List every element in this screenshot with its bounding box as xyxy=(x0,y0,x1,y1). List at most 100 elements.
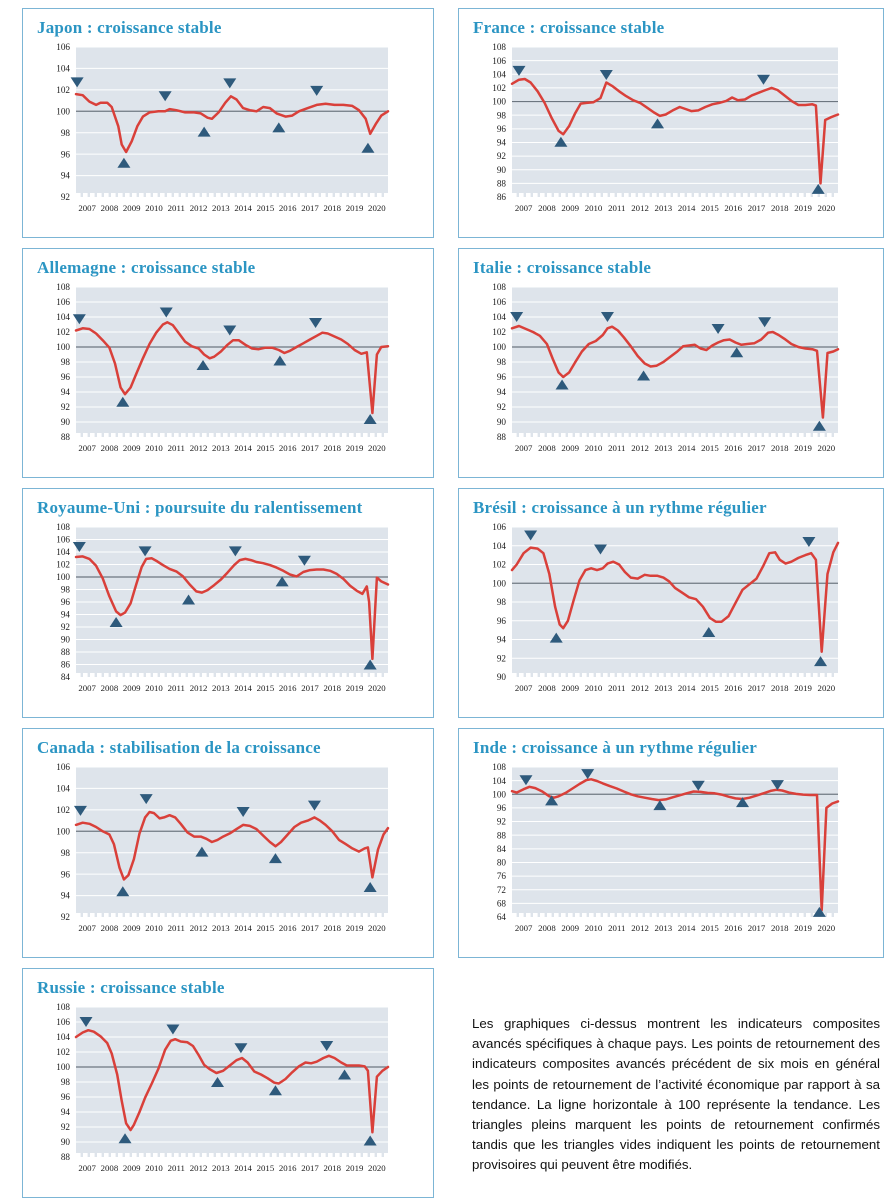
turning-point-down-triangle xyxy=(802,537,816,547)
y-tick-label: 104 xyxy=(56,547,70,557)
turning-point-down-triangle xyxy=(510,312,524,322)
x-tick-label: 2019 xyxy=(346,203,364,213)
x-tick-label: 2018 xyxy=(323,203,341,213)
chart-panel-canada: Canada : stabilisation de la croissance … xyxy=(22,728,434,958)
y-tick-label: 108 xyxy=(492,42,506,52)
x-tick-label: 2015 xyxy=(701,443,719,453)
x-tick-label: 2020 xyxy=(368,443,386,453)
y-tick-label: 90 xyxy=(497,672,507,682)
y-tick-label: 86 xyxy=(61,660,71,670)
x-tick-label: 2007 xyxy=(78,1163,96,1173)
cli-plot: 92 94 96 98 100 102 104 106 2007 2008 2009 2010 2011… xyxy=(56,42,390,213)
x-tick-label: 2014 xyxy=(234,443,252,453)
y-tick-label: 102 xyxy=(492,560,506,570)
y-tick-label: 106 xyxy=(56,535,70,545)
y-tick-label: 98 xyxy=(61,128,71,138)
y-tick-label: 98 xyxy=(61,585,71,595)
x-tick-label: 2017 xyxy=(301,443,319,453)
turning-point-up-triangle xyxy=(812,906,826,917)
x-tick-label: 2009 xyxy=(561,203,579,213)
y-tick-label: 94 xyxy=(61,610,71,620)
x-tick-label: 2007 xyxy=(515,683,533,693)
y-tick-label: 94 xyxy=(61,891,71,901)
y-tick-label: 96 xyxy=(61,1092,71,1102)
turning-point-up-triangle xyxy=(197,126,211,137)
y-tick-label: 100 xyxy=(56,1062,70,1072)
x-tick-label: 2018 xyxy=(771,923,789,933)
x-tick-label: 2015 xyxy=(257,443,275,453)
x-tick-label: 2008 xyxy=(538,443,556,453)
x-tick-label: 2012 xyxy=(631,203,649,213)
y-tick-label: 92 xyxy=(61,402,71,412)
cli-chart-france: 86 88 90 92 94 96 98 100 102 104 106 108 2007 2008 200… xyxy=(460,40,882,226)
y-tick-label: 88 xyxy=(61,432,71,442)
y-tick-label: 102 xyxy=(56,1047,70,1057)
x-tick-label: 2013 xyxy=(655,923,673,933)
x-tick-label: 2010 xyxy=(145,203,163,213)
x-tick-label: 2016 xyxy=(279,923,297,933)
y-tick-label: 100 xyxy=(492,342,506,352)
y-tick-label: 84 xyxy=(61,672,71,682)
x-tick-label: 2010 xyxy=(145,1163,163,1173)
x-tick-label: 2013 xyxy=(212,443,230,453)
x-tick-label: 2020 xyxy=(818,203,836,213)
x-tick-label: 2017 xyxy=(748,683,766,693)
x-tick-label: 2011 xyxy=(608,203,625,213)
y-tick-label: 88 xyxy=(497,178,507,188)
x-tick-label: 2008 xyxy=(538,203,556,213)
y-tick-label: 88 xyxy=(61,647,71,657)
x-tick-label: 2011 xyxy=(168,1163,185,1173)
turning-point-up-triangle xyxy=(363,414,377,424)
turning-point-down-triangle xyxy=(770,780,784,791)
x-tick-label: 2016 xyxy=(279,683,297,693)
x-tick-label: 2019 xyxy=(794,683,812,693)
x-tick-label: 2020 xyxy=(368,203,386,213)
x-tick-label: 2019 xyxy=(346,923,364,933)
turning-point-down-triangle xyxy=(297,555,311,566)
cli-line xyxy=(510,324,840,419)
x-tick-label: 2014 xyxy=(234,683,252,693)
y-tick-label: 88 xyxy=(497,830,507,840)
x-tick-label: 2009 xyxy=(123,203,141,213)
chart-title: Brésil : croissance à un rythme régulier xyxy=(473,498,767,517)
y-tick-label: 88 xyxy=(61,1152,71,1162)
x-tick-label: 2014 xyxy=(234,1163,252,1173)
x-tick-label: 2017 xyxy=(748,443,766,453)
x-tick-label: 2012 xyxy=(190,1163,208,1173)
turning-point-down-triangle xyxy=(599,69,613,80)
turning-point-up-triangle xyxy=(549,632,563,643)
y-tick-label: 98 xyxy=(61,1077,71,1087)
x-tick-label: 2010 xyxy=(585,443,603,453)
y-tick-label: 72 xyxy=(497,885,507,895)
y-tick-label: 98 xyxy=(61,848,71,858)
y-tick-label: 94 xyxy=(497,138,507,148)
cli-line xyxy=(510,541,840,653)
y-tick-label: 104 xyxy=(492,312,506,322)
y-tick-label: 104 xyxy=(56,64,70,74)
cli-plot: 92 94 96 98 100 102 104 106 2007 2008 2009 2010 2011… xyxy=(56,762,390,933)
x-tick-label: 2017 xyxy=(748,203,766,213)
x-tick-label: 2009 xyxy=(561,683,579,693)
x-tick-label: 2007 xyxy=(515,443,533,453)
chart-panel-royaume-uni: Royaume-Uni : poursuite du ralentissemen… xyxy=(22,488,434,718)
y-tick-label: 102 xyxy=(56,327,70,337)
x-tick-label: 2013 xyxy=(655,203,673,213)
x-tick-label: 2016 xyxy=(724,923,742,933)
cli-plot: 88 90 92 94 96 98 100 102 104 106 108 2007 2008 2009 2… xyxy=(56,282,390,453)
y-tick-label: 102 xyxy=(56,805,70,815)
y-tick-label: 86 xyxy=(497,192,507,202)
y-tick-label: 96 xyxy=(61,597,71,607)
x-tick-label: 2015 xyxy=(257,683,275,693)
x-tick-label: 2019 xyxy=(794,443,812,453)
y-tick-label: 92 xyxy=(497,151,507,161)
chart-title: France : croissance stable xyxy=(473,18,665,37)
turning-point-down-triangle xyxy=(166,1024,180,1035)
figure-note: Les graphiques ci-dessus montrent les in… xyxy=(472,1016,880,1173)
y-tick-label: 90 xyxy=(61,1137,71,1147)
turning-point-up-triangle xyxy=(637,370,651,381)
cli-chart-bresil: 90 92 94 96 98 100 102 104 106 2007 2008 2009 2010 20… xyxy=(460,520,882,706)
y-tick-label: 98 xyxy=(497,357,507,367)
x-tick-label: 2013 xyxy=(212,1163,230,1173)
x-tick-label: 2007 xyxy=(78,683,96,693)
x-tick-label: 2019 xyxy=(346,683,364,693)
